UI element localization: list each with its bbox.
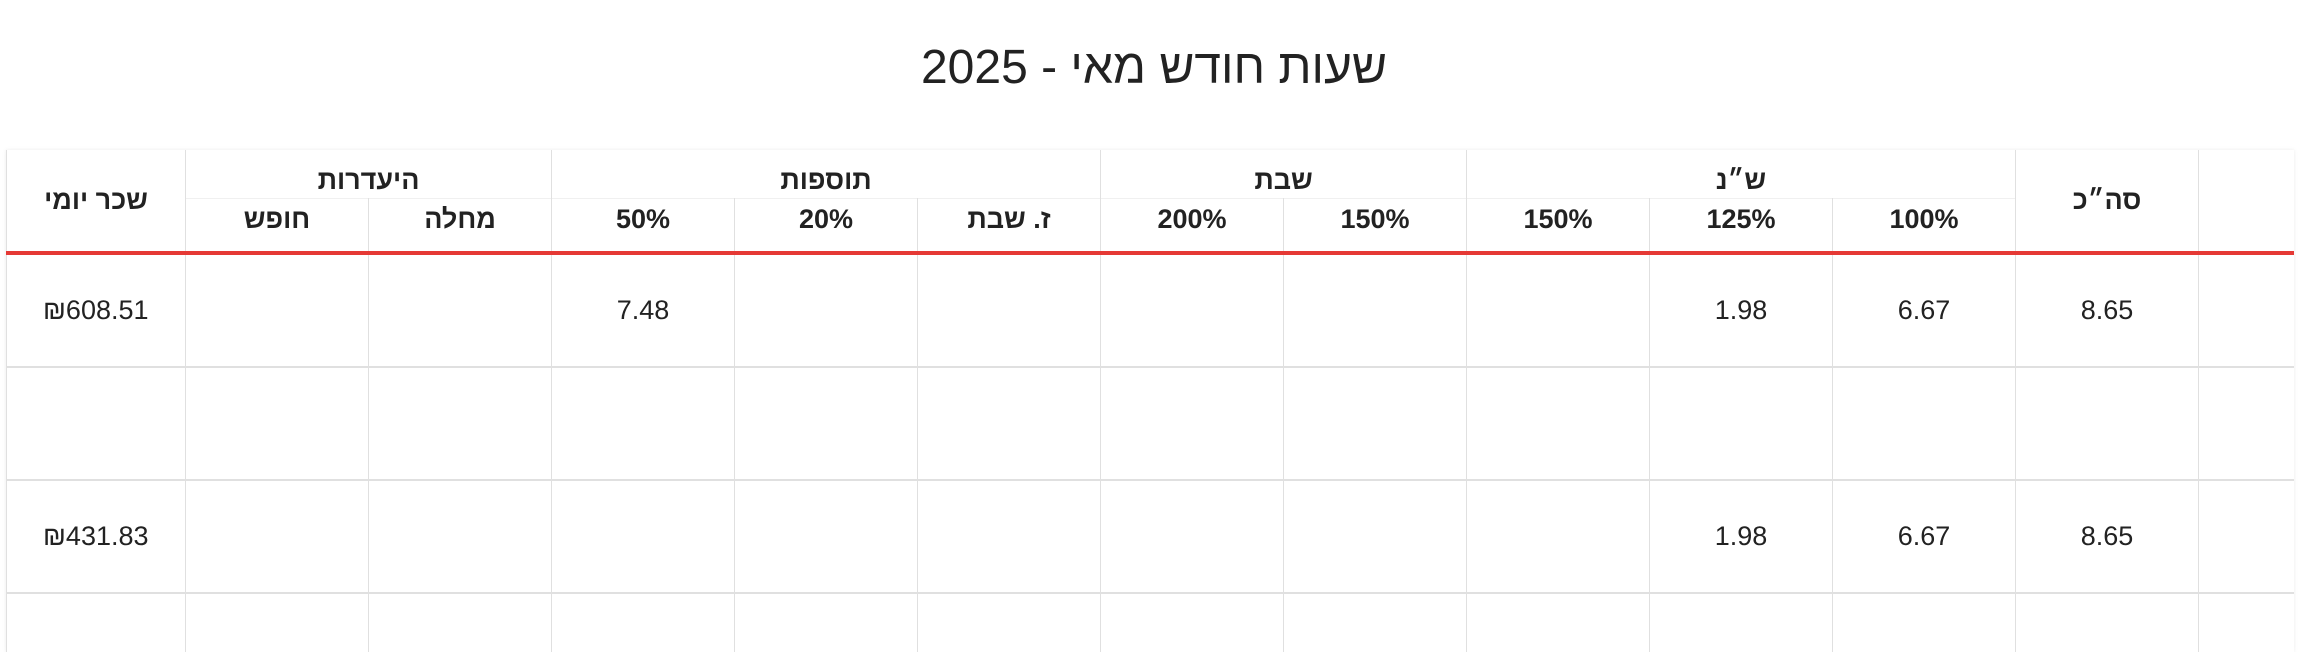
cell-absence-sick: [368, 367, 553, 481]
cell-extras-20: [734, 480, 919, 594]
header-group-extras: תוספות: [551, 150, 1102, 199]
cell-regular-150: [1466, 367, 1651, 481]
page-title: שעות חודש מאי - 2025: [920, 41, 1387, 94]
cell-extras-z-shabbat: [917, 367, 1102, 481]
cell-total: [2015, 367, 2200, 481]
header-absence-vacation: חופש: [184, 198, 370, 255]
cell-absence-vacation: [184, 367, 370, 481]
cell-absence-sick: [368, 593, 553, 652]
header-row-select: [2198, 150, 2294, 255]
table-body: 8.65 6.67 1.98 7.48 ₪608.51: [6, 253, 2294, 652]
table-row[interactable]: [6, 593, 2294, 652]
hours-table: סה״כ ש״נ שבת תוספות היעדרות שכר יומי 100…: [6, 150, 2294, 652]
cell-absence-sick: [368, 480, 553, 594]
header-regular-100: 100%: [1832, 198, 2017, 255]
cell-extras-z-shabbat: [917, 253, 1102, 368]
cell-total: [2015, 593, 2200, 652]
cell-regular-125: [1649, 593, 1834, 652]
cell-shabbat-150: [1283, 253, 1468, 368]
cell-extras-20: [734, 367, 919, 481]
header-group-absence: היעדרות: [184, 150, 553, 199]
row-select-cell[interactable]: [2198, 367, 2294, 481]
cell-regular-100: [1832, 367, 2017, 481]
header-absence-sick: מחלה: [368, 198, 553, 255]
cell-extras-50: [551, 367, 736, 481]
cell-daily-wage: ₪431.83: [6, 480, 186, 594]
cell-regular-150: [1466, 593, 1651, 652]
header-extras-z-shabbat: ז. שבת: [917, 198, 1102, 255]
cell-shabbat-200: [1100, 253, 1285, 368]
table-row[interactable]: 8.65 6.67 1.98 7.48 ₪608.51: [6, 253, 2294, 368]
header-extras-50: 50%: [551, 198, 736, 255]
hours-table-container[interactable]: סה״כ ש״נ שבת תוספות היעדרות שכר יומי 100…: [6, 150, 2294, 652]
cell-regular-150: [1466, 480, 1651, 594]
cell-extras-20: [734, 593, 919, 652]
cell-absence-vacation: [184, 480, 370, 594]
cell-daily-wage: [6, 593, 186, 652]
cell-extras-z-shabbat: [917, 480, 1102, 594]
cell-extras-20: [734, 253, 919, 368]
row-select-cell[interactable]: [2198, 480, 2294, 594]
cell-extras-50: [551, 480, 736, 594]
header-regular-150: 150%: [1466, 198, 1651, 255]
table-header: סה״כ ש״נ שבת תוספות היעדרות שכר יומי 100…: [6, 150, 2294, 255]
cell-extras-z-shabbat: [917, 593, 1102, 652]
cell-absence-vacation: [184, 253, 370, 368]
cell-regular-125: 1.98: [1649, 253, 1834, 368]
cell-regular-100: 6.67: [1832, 253, 2017, 368]
cell-shabbat-150: [1283, 367, 1468, 481]
cell-regular-100: [1832, 593, 2017, 652]
header-shabbat-200: 200%: [1100, 198, 1285, 255]
cell-total: 8.65: [2015, 253, 2200, 368]
cell-shabbat-150: [1283, 480, 1468, 594]
cell-regular-125: 1.98: [1649, 480, 1834, 594]
cell-shabbat-150: [1283, 593, 1468, 652]
cell-total: 8.65: [2015, 480, 2200, 594]
header-group-regular: ש״נ: [1466, 150, 2017, 199]
header-daily-wage: שכר יומי: [6, 150, 186, 255]
cell-regular-125: [1649, 367, 1834, 481]
cell-daily-wage: ₪608.51: [6, 253, 186, 368]
header-regular-125: 125%: [1649, 198, 1834, 255]
table-row[interactable]: [6, 367, 2294, 481]
row-select-cell[interactable]: [2198, 253, 2294, 368]
cell-shabbat-200: [1100, 367, 1285, 481]
cell-absence-sick: [368, 253, 553, 368]
header-total: סה״כ: [2015, 150, 2200, 255]
cell-daily-wage: [6, 367, 186, 481]
cell-regular-150: [1466, 253, 1651, 368]
cell-shabbat-200: [1100, 480, 1285, 594]
row-select-cell[interactable]: [2198, 593, 2294, 652]
cell-shabbat-200: [1100, 593, 1285, 652]
cell-extras-50: [551, 593, 736, 652]
cell-regular-100: 6.67: [1832, 480, 2017, 594]
header-group-shabbat: שבת: [1100, 150, 1468, 199]
cell-extras-50: 7.48: [551, 253, 736, 368]
cell-absence-vacation: [184, 593, 370, 652]
header-extras-20: 20%: [734, 198, 919, 255]
header-shabbat-150: 150%: [1283, 198, 1468, 255]
table-row[interactable]: 8.65 6.67 1.98 ₪431.83: [6, 480, 2294, 594]
